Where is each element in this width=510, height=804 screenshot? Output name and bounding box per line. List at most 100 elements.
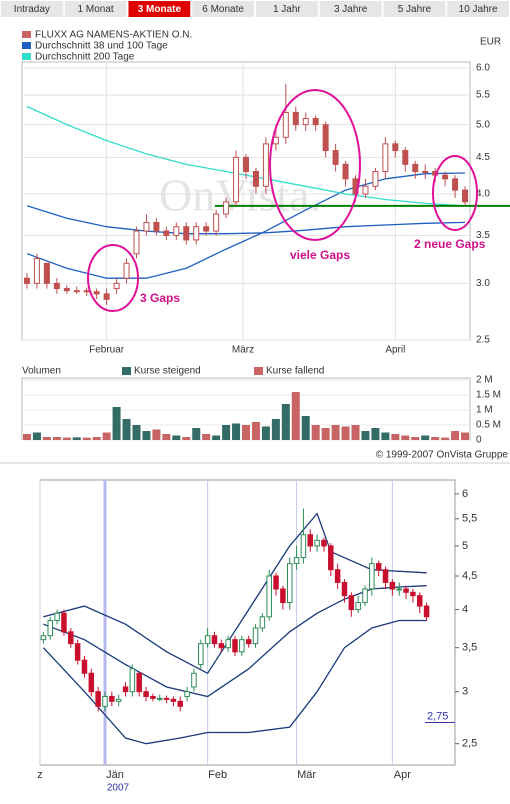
candle-body bbox=[252, 171, 259, 187]
annotation: 3 Gaps bbox=[140, 291, 180, 305]
volume-bar bbox=[22, 434, 31, 440]
tab[interactable] bbox=[255, 0, 319, 18]
candle-body bbox=[245, 639, 252, 645]
volume-title: Volumen bbox=[22, 366, 61, 377]
candle-body bbox=[102, 695, 108, 707]
volume-bar bbox=[281, 404, 290, 440]
volume-bar bbox=[391, 434, 400, 440]
tab[interactable] bbox=[0, 0, 64, 18]
tab-label[interactable]: 1 Monat bbox=[78, 4, 114, 15]
candle-body bbox=[321, 539, 327, 547]
candle-body bbox=[392, 143, 399, 152]
candle-body bbox=[177, 700, 184, 707]
volume-bar bbox=[301, 416, 310, 440]
tab[interactable] bbox=[318, 0, 383, 18]
tab-label[interactable]: 1 Jahr bbox=[273, 4, 301, 15]
candle-body bbox=[150, 695, 156, 699]
tab-label[interactable]: 10 Jahre bbox=[459, 4, 498, 15]
candle-body bbox=[93, 291, 100, 295]
candle-body bbox=[81, 659, 88, 674]
candle-body bbox=[204, 635, 211, 645]
candle-body bbox=[43, 262, 50, 284]
volume-bar bbox=[222, 425, 231, 440]
volume-bar bbox=[371, 428, 380, 440]
candle-body bbox=[68, 631, 74, 645]
candle-body bbox=[423, 605, 430, 618]
volume-bar bbox=[261, 426, 270, 440]
tab-label[interactable]: Intraday bbox=[14, 4, 50, 15]
tab[interactable] bbox=[191, 0, 255, 18]
volume-bar bbox=[42, 437, 51, 440]
tab[interactable] bbox=[382, 0, 447, 18]
volume-bar bbox=[271, 419, 280, 440]
year-label: 2007 bbox=[107, 783, 130, 794]
tab[interactable] bbox=[127, 0, 192, 18]
tab-label[interactable]: 6 Monate bbox=[202, 4, 244, 15]
line bbox=[43, 585, 427, 698]
volume-bar bbox=[132, 425, 141, 440]
x-tick-label: Februar bbox=[89, 345, 125, 356]
candle-body bbox=[47, 619, 54, 637]
candle-body bbox=[314, 539, 320, 547]
candle-body bbox=[416, 595, 423, 607]
volume-tick-label: 1 M bbox=[476, 405, 493, 416]
candle-body bbox=[312, 117, 319, 126]
candle-body bbox=[115, 698, 122, 702]
volume-bar bbox=[92, 437, 101, 440]
x-tick-label: Feb bbox=[208, 769, 227, 781]
candle-body bbox=[273, 575, 279, 590]
volume-bar bbox=[321, 428, 330, 440]
candle-body bbox=[362, 185, 369, 195]
volume-bar bbox=[102, 432, 111, 440]
candle-body bbox=[292, 111, 299, 126]
candle-body bbox=[223, 201, 230, 215]
marker-label: 2,75 bbox=[427, 710, 448, 722]
candle-body bbox=[122, 686, 129, 693]
candle-body bbox=[213, 213, 220, 232]
y-tick-label: 4 bbox=[462, 604, 468, 616]
volume-bar bbox=[62, 437, 71, 440]
y-tick-label: 4.0 bbox=[476, 189, 490, 200]
candle-body bbox=[63, 288, 70, 292]
candle-body bbox=[183, 226, 190, 241]
candle-body bbox=[218, 643, 225, 649]
candle-body bbox=[410, 591, 416, 597]
tab-label[interactable]: 3 Monate bbox=[138, 4, 182, 15]
candle-body bbox=[133, 230, 140, 255]
candle-body bbox=[129, 668, 136, 693]
volume-bar bbox=[142, 431, 151, 440]
y-tick-label: 5 bbox=[462, 540, 468, 552]
candle-body bbox=[389, 581, 396, 590]
candle-body bbox=[286, 563, 293, 604]
volume-bar bbox=[431, 437, 440, 440]
candle-body bbox=[262, 143, 269, 187]
candle-body bbox=[332, 150, 339, 165]
legend-swatch bbox=[254, 367, 263, 375]
tab[interactable] bbox=[63, 0, 128, 18]
candle-body bbox=[136, 672, 142, 693]
candle-body bbox=[239, 639, 245, 653]
candle-body bbox=[272, 136, 279, 145]
volume-tick-label: 2 M bbox=[476, 375, 493, 386]
candle-body bbox=[266, 575, 272, 618]
volume-bar bbox=[341, 426, 350, 440]
legend-label: Durchschnitt 38 und 100 Tage bbox=[35, 41, 168, 52]
line bbox=[42, 619, 427, 745]
candle-body bbox=[23, 277, 30, 284]
volume-bar bbox=[152, 429, 161, 440]
candle-body bbox=[422, 171, 429, 174]
candle-body bbox=[362, 588, 368, 604]
tab-label[interactable]: 5 Jahre bbox=[398, 4, 432, 15]
legend-swatch bbox=[122, 367, 131, 375]
line bbox=[43, 512, 427, 675]
y-tick-label: 2.5 bbox=[476, 335, 490, 346]
candle-body bbox=[300, 534, 307, 559]
tab-label[interactable]: 3 Jahre bbox=[334, 4, 368, 15]
x-tick-label: Apr bbox=[394, 769, 411, 781]
candle-body bbox=[232, 639, 238, 653]
legend-swatch bbox=[22, 31, 31, 38]
candle-body bbox=[462, 189, 469, 203]
candle-body bbox=[203, 226, 210, 232]
